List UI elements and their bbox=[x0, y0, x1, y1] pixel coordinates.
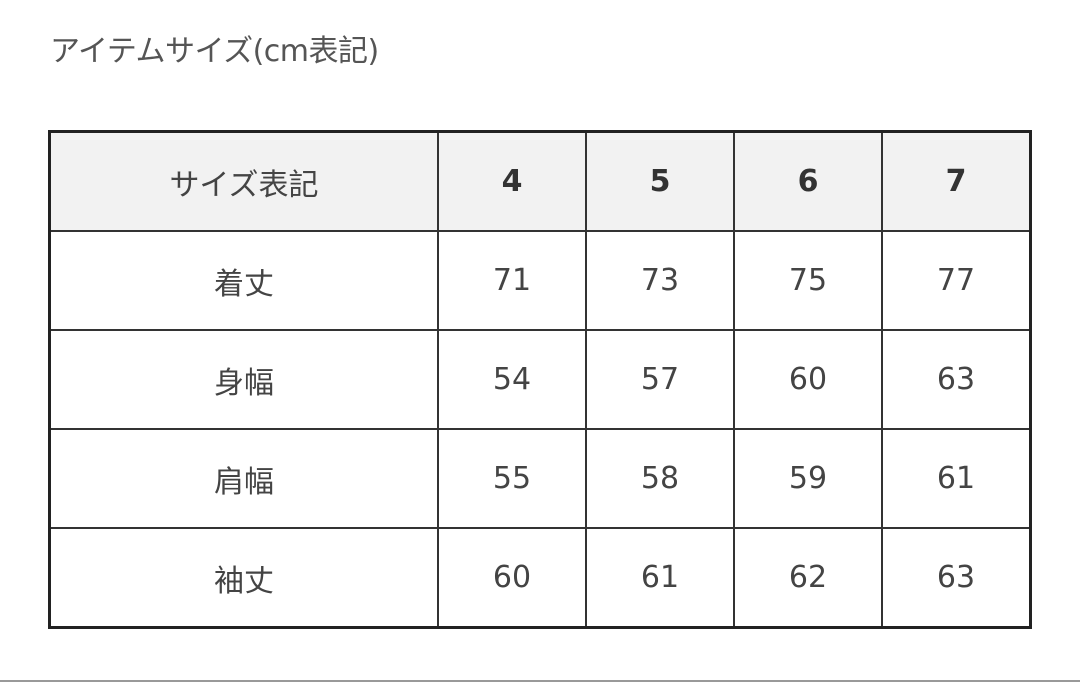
table-cell: 71 bbox=[437, 230, 587, 331]
table-row: 着丈 71 73 75 77 bbox=[48, 230, 1032, 331]
table-row: 肩幅 55 58 59 61 bbox=[48, 428, 1032, 529]
table-cell: 75 bbox=[733, 230, 883, 331]
header-cell: 6 bbox=[733, 130, 883, 232]
table-cell: 77 bbox=[881, 230, 1032, 331]
row-label: 肩幅 bbox=[48, 428, 439, 529]
header-row: サイズ表記 4 5 6 7 bbox=[48, 130, 1032, 232]
page-title: アイテムサイズ(cm表記) bbox=[50, 34, 379, 69]
divider bbox=[0, 680, 1080, 682]
table-cell: 57 bbox=[585, 329, 735, 430]
table-cell: 54 bbox=[437, 329, 587, 430]
header-cell: 5 bbox=[585, 130, 735, 232]
row-label: 着丈 bbox=[48, 230, 439, 331]
table-cell: 63 bbox=[881, 329, 1032, 430]
header-cell: 7 bbox=[881, 130, 1032, 232]
table-cell: 60 bbox=[733, 329, 883, 430]
size-table: サイズ表記 4 5 6 7 着丈 71 73 75 77 身幅 54 57 60 63 肩幅 55 58… bbox=[48, 130, 1032, 629]
table-cell: 60 bbox=[437, 527, 587, 629]
table-cell: 63 bbox=[881, 527, 1032, 629]
table-cell: 73 bbox=[585, 230, 735, 331]
table-cell: 61 bbox=[585, 527, 735, 629]
table-cell: 61 bbox=[881, 428, 1032, 529]
header-cell: サイズ表記 bbox=[48, 130, 439, 232]
header-cell: 4 bbox=[437, 130, 587, 232]
table-cell: 58 bbox=[585, 428, 735, 529]
table-row: 身幅 54 57 60 63 bbox=[48, 329, 1032, 430]
table-cell: 59 bbox=[733, 428, 883, 529]
table-cell: 62 bbox=[733, 527, 883, 629]
table-cell: 55 bbox=[437, 428, 587, 529]
row-label: 身幅 bbox=[48, 329, 439, 430]
table-row: 袖丈 60 61 62 63 bbox=[48, 527, 1032, 629]
row-label: 袖丈 bbox=[48, 527, 439, 629]
